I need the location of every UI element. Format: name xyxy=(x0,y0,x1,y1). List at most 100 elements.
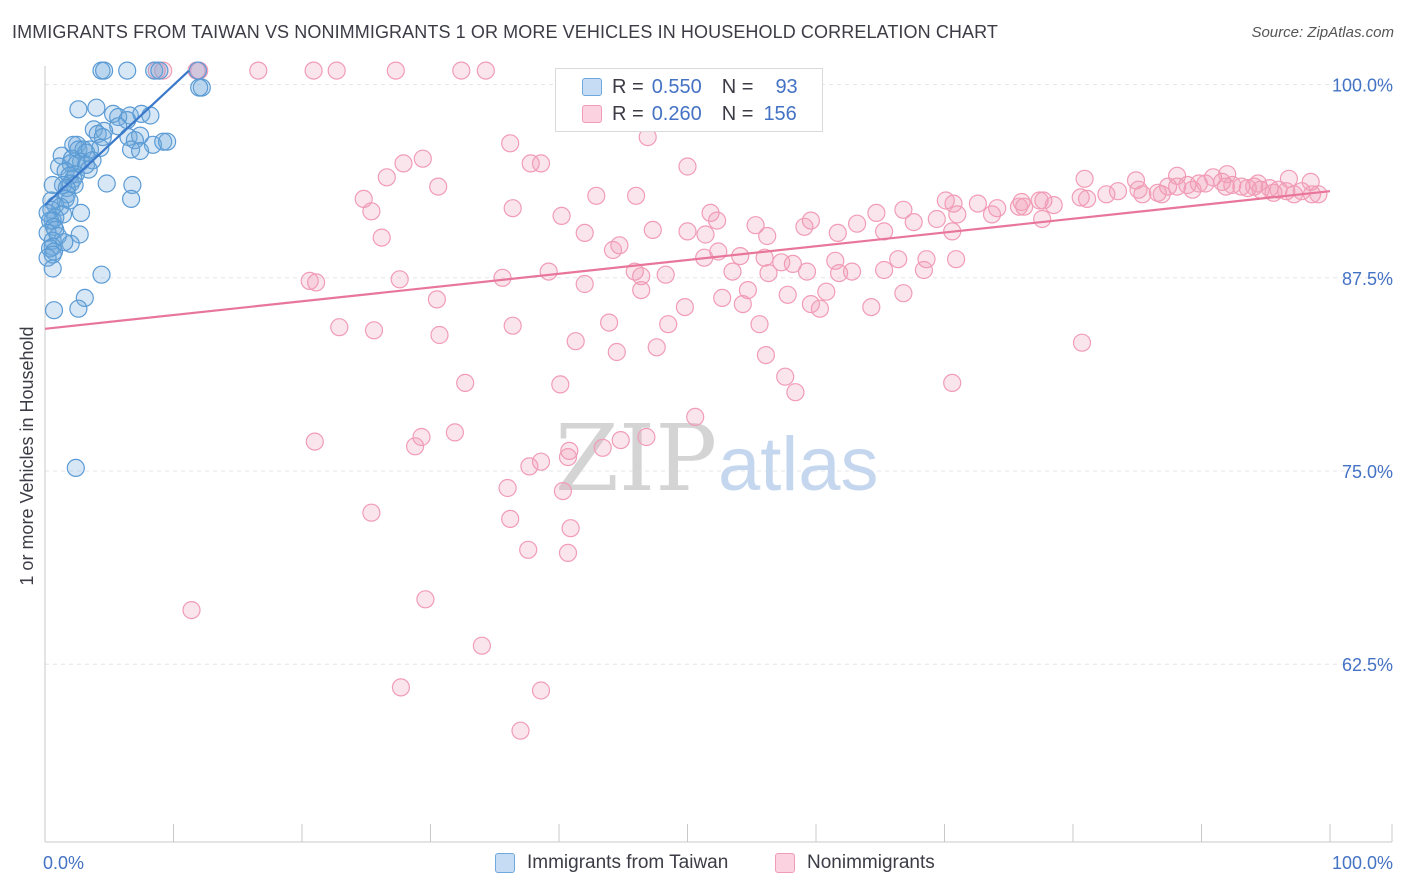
nonimm-point xyxy=(1248,174,1268,193)
taiwan-point xyxy=(141,106,160,125)
nonimm-point xyxy=(558,448,578,467)
nonimmigrants-points xyxy=(147,61,1328,740)
nonimm-point xyxy=(575,223,594,242)
nonimm-point xyxy=(593,438,612,457)
nonimm-point xyxy=(1044,196,1063,215)
nonimm-point xyxy=(626,186,646,205)
nonimm-point xyxy=(1279,169,1299,188)
legend-n-value-taiwan: 93 xyxy=(775,75,798,98)
nonimm-point xyxy=(531,154,551,173)
legend-swatch-nonimm xyxy=(582,105,602,123)
nonimm-point xyxy=(795,217,814,236)
taiwan-point xyxy=(38,248,57,267)
legend-item-taiwan[interactable]: Immigrants from Taiwan xyxy=(495,852,728,874)
nonimm-point xyxy=(575,274,594,294)
nonimm-point xyxy=(603,240,623,260)
nonimm-point xyxy=(304,61,323,80)
legend-n-label: N = xyxy=(721,75,754,98)
nonimm-point xyxy=(678,157,697,176)
nonimm-point xyxy=(632,281,651,300)
nonimm-point xyxy=(519,540,538,559)
chart-title: IMMIGRANTS FROM TAIWAN VS NONIMMIGRANTS … xyxy=(12,22,998,42)
taiwan-point xyxy=(76,155,96,174)
nonimm-point xyxy=(1012,192,1031,212)
nonimm-point xyxy=(472,636,491,655)
nonimm-point xyxy=(659,315,678,334)
nonimm-point xyxy=(1075,169,1094,188)
legend-n-label: N = xyxy=(721,102,754,125)
nonimm-point xyxy=(456,373,475,392)
nonimm-point xyxy=(750,315,769,334)
nonimm-point xyxy=(566,332,585,351)
taiwan-point xyxy=(131,141,150,161)
nonimm-point xyxy=(713,288,732,307)
nonimm-point xyxy=(551,375,570,394)
taiwan-point xyxy=(92,265,111,284)
y-axis-label: 1 or more Vehicles in Household xyxy=(17,326,37,585)
nonimm-point xyxy=(249,61,268,80)
nonimm-point xyxy=(783,254,803,273)
nonimm-point xyxy=(643,220,662,239)
legend-label-taiwan: Immigrants from Taiwan xyxy=(527,852,729,873)
nonimm-point xyxy=(182,600,201,620)
nonimm-point xyxy=(539,262,558,281)
y-tick-label: 75.0% xyxy=(1342,462,1393,482)
nonimm-point xyxy=(416,590,435,609)
taiwan-point xyxy=(188,61,207,80)
trend-lines xyxy=(44,69,1331,330)
nonimm-point xyxy=(560,441,579,460)
nonimm-point xyxy=(493,268,512,287)
nonimm-point xyxy=(637,427,656,447)
nonimm-point xyxy=(1009,197,1029,216)
nonimm-point xyxy=(625,262,644,281)
legend-r-label: R = xyxy=(612,75,644,98)
axes xyxy=(44,66,1393,843)
taiwan-point xyxy=(97,174,116,193)
taiwan-point xyxy=(145,61,164,80)
nonimm-point xyxy=(607,342,626,362)
nonimm-point xyxy=(520,457,539,476)
nonimm-point xyxy=(801,295,821,314)
nonimm-point xyxy=(778,285,797,304)
watermark-zip: ZIP xyxy=(555,405,717,512)
nonimm-point xyxy=(1015,197,1034,216)
watermark-atlas: atlas xyxy=(718,422,879,507)
nonimm-point xyxy=(656,265,675,284)
legend-label-nonimm: Nonimmigrants xyxy=(807,852,935,873)
nonimm-point xyxy=(867,203,886,222)
nonimm-point xyxy=(632,267,651,286)
nonimm-point xyxy=(611,431,630,450)
y-tick-label: 100.0% xyxy=(1332,76,1393,96)
taiwan-point xyxy=(71,203,91,222)
y-tick-label: 62.5% xyxy=(1342,655,1393,675)
nonimm-point xyxy=(307,273,326,292)
taiwan-point xyxy=(118,61,137,80)
nonimm-point xyxy=(1223,175,1242,195)
trend-line-nonimm xyxy=(44,190,1331,330)
nonimm-point xyxy=(847,214,867,233)
nonimm-point xyxy=(675,298,695,317)
taiwan-point xyxy=(122,189,141,208)
nonimm-point xyxy=(1108,182,1128,201)
nonimm-point xyxy=(558,543,578,563)
legend-swatch-taiwan xyxy=(582,78,602,96)
nonimm-point xyxy=(1033,209,1052,229)
nonimm-point xyxy=(362,202,381,221)
nonimm-point xyxy=(377,168,396,187)
nonimm-point xyxy=(686,407,705,426)
nonimm-point xyxy=(503,316,522,335)
nonimm-point xyxy=(327,61,346,80)
taiwan-point xyxy=(123,175,142,195)
nonimm-point xyxy=(1203,168,1223,187)
y-tick-label: 87.5% xyxy=(1342,269,1393,289)
nonimm-point xyxy=(1301,172,1320,191)
nonimm-point xyxy=(587,186,606,205)
nonimm-point xyxy=(828,223,847,242)
nonimm-point xyxy=(1097,185,1116,204)
nonimm-point xyxy=(372,228,391,247)
nonimm-point xyxy=(797,262,817,281)
legend-item-nonimm[interactable]: Nonimmigrants xyxy=(775,852,935,874)
taiwan-point xyxy=(75,288,94,307)
nonimm-point xyxy=(531,681,551,700)
